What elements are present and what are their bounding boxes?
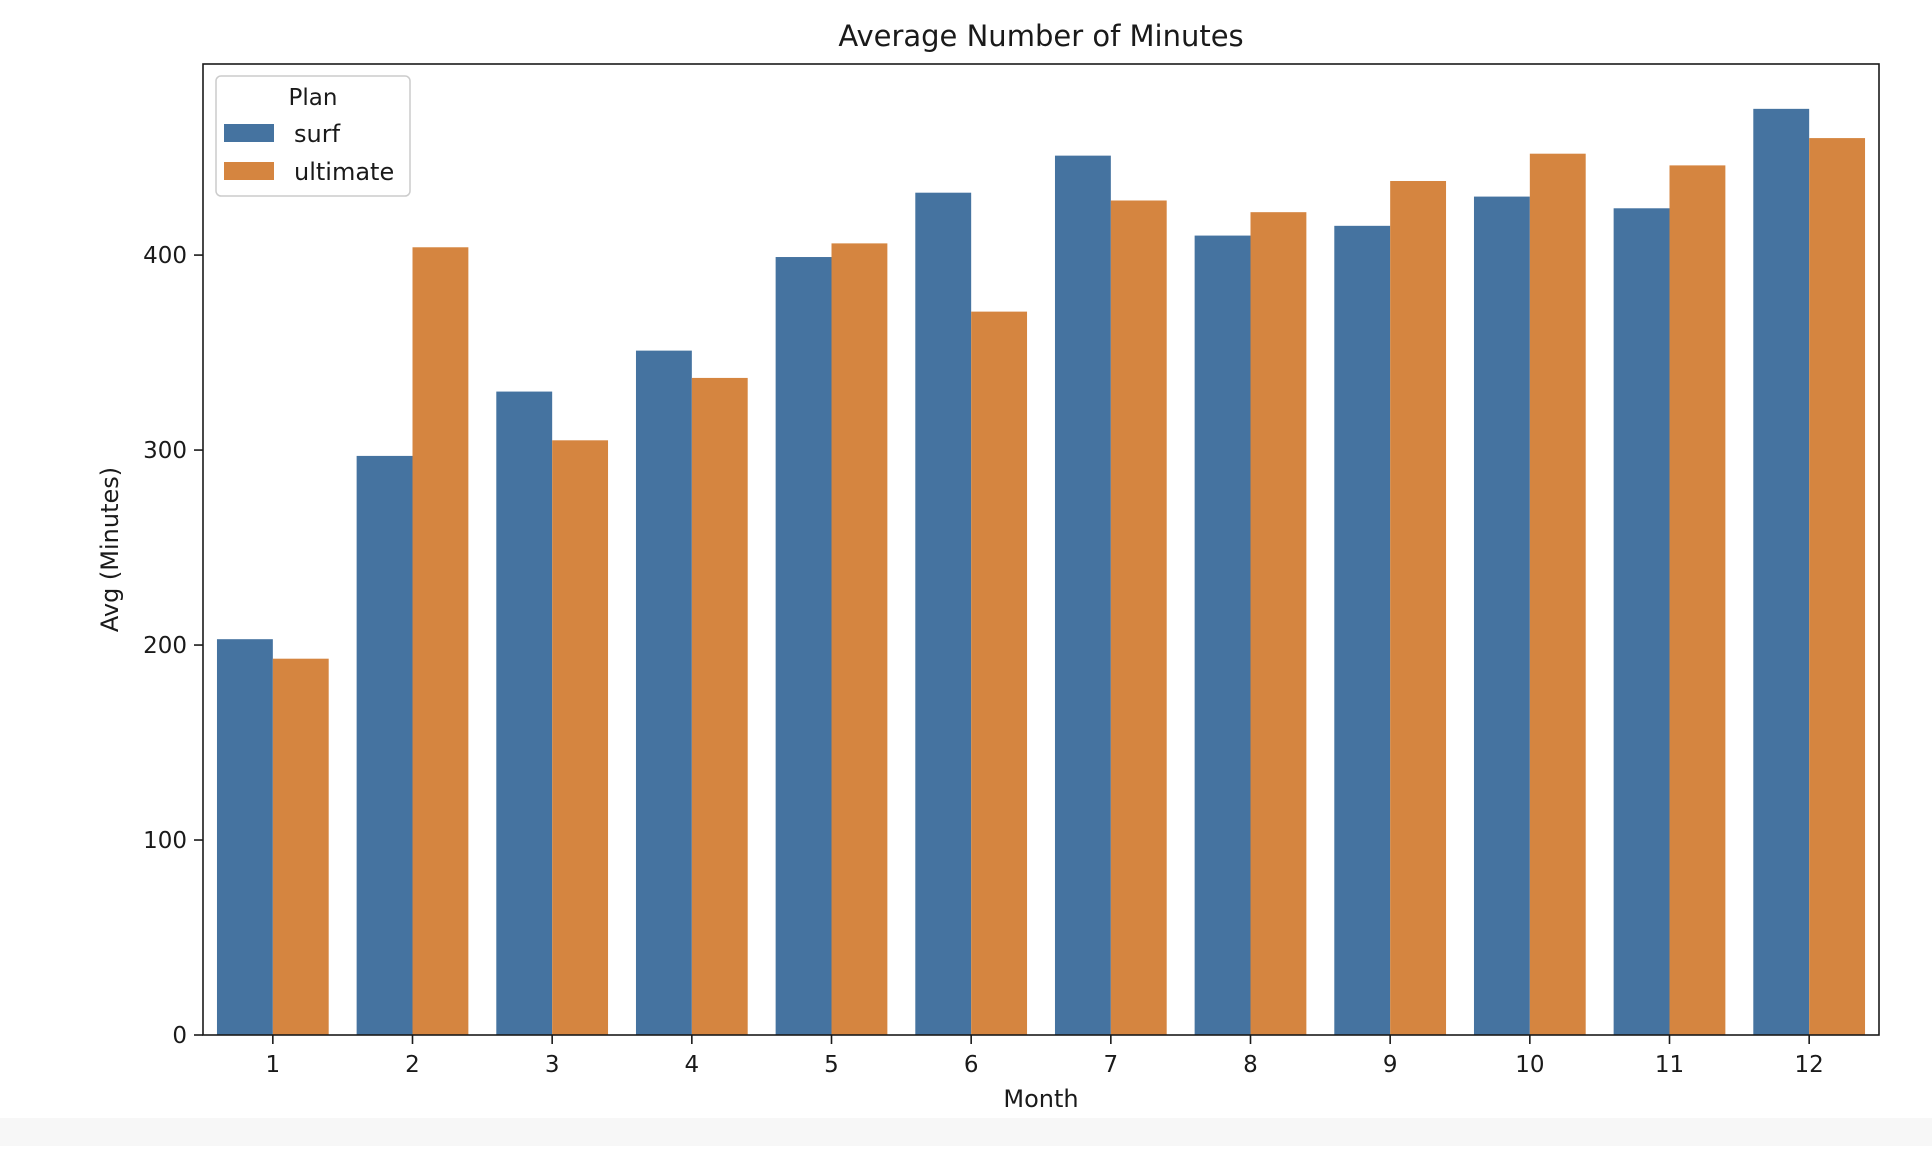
bar-surf-9 (1334, 225, 1391, 1035)
plot-frame (202, 63, 1880, 1036)
bar-ultimate-9 (1390, 180, 1447, 1036)
bar-ultimate-3 (552, 440, 609, 1035)
x-tick-label: 10 (1515, 1052, 1544, 1078)
bar-surf-2 (356, 455, 413, 1035)
y-tick-label: 100 (143, 828, 187, 854)
bar-surf-11 (1613, 208, 1670, 1036)
y-tick-label: 400 (143, 243, 187, 269)
x-tick-label: 9 (1383, 1052, 1398, 1078)
x-tick-label: 6 (964, 1052, 979, 1078)
bar-ultimate-12 (1809, 138, 1866, 1036)
bar-surf-8 (1194, 235, 1251, 1035)
bar-ultimate-2 (412, 247, 469, 1035)
bar-ultimate-11 (1669, 165, 1726, 1035)
y-tick-label: 200 (143, 633, 187, 659)
x-axis-label: Month (1003, 1085, 1078, 1113)
chart-title: Average Number of Minutes (838, 19, 1243, 53)
y-tick-label: 300 (143, 438, 187, 464)
bar-ultimate-1 (272, 658, 329, 1035)
x-tick-label: 2 (405, 1052, 420, 1078)
x-tick-label: 1 (266, 1052, 281, 1078)
legend-title: Plan (289, 85, 338, 111)
legend: Plan surf ultimate (215, 75, 411, 197)
bar-ultimate-5 (831, 243, 888, 1035)
bar-surf-7 (1054, 155, 1111, 1035)
bar-surf-6 (915, 192, 972, 1035)
bar-surf-5 (775, 257, 832, 1035)
x-tick-label: 12 (1795, 1052, 1824, 1078)
bar-ultimate-8 (1250, 212, 1307, 1035)
bar-surf-4 (635, 350, 692, 1035)
y-axis-label: Avg (Minutes) (96, 467, 124, 632)
x-tick-label: 3 (545, 1052, 560, 1078)
bar-surf-10 (1473, 196, 1530, 1036)
y-tick-label: 0 (172, 1023, 187, 1049)
bar-surf-12 (1753, 108, 1810, 1036)
bar-ultimate-10 (1529, 153, 1586, 1035)
bottom-strip (0, 1118, 1932, 1146)
x-tick-label: 7 (1104, 1052, 1119, 1078)
x-tick-label: 11 (1655, 1052, 1684, 1078)
legend-label-surf: surf (294, 120, 341, 148)
bar-surf-3 (496, 391, 553, 1035)
x-tick-label: 4 (685, 1052, 700, 1078)
bar-ultimate-7 (1110, 200, 1167, 1036)
bar-ultimate-4 (691, 377, 748, 1035)
legend-swatch-ultimate (224, 162, 274, 180)
legend-swatch-surf (224, 124, 274, 142)
legend-label-ultimate: ultimate (294, 158, 394, 186)
bar-surf-1 (216, 639, 273, 1035)
x-tick-label: 8 (1243, 1052, 1258, 1078)
x-tick-label: 5 (824, 1052, 839, 1078)
bars-group (216, 108, 1866, 1036)
bar-ultimate-6 (971, 311, 1028, 1035)
